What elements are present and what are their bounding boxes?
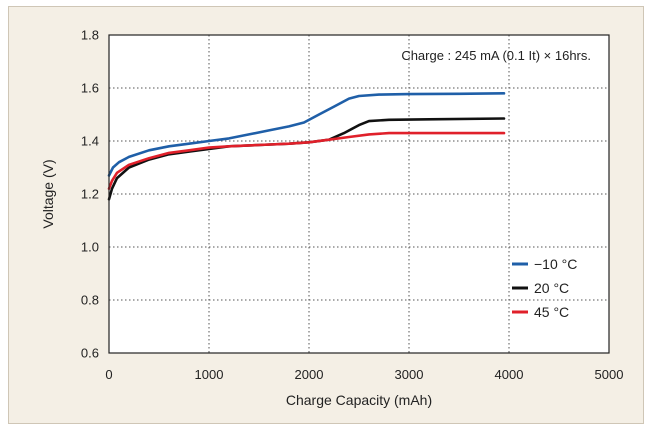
charge-annotation: Charge : 245 mA (0.1 It) × 16hrs. [401,48,591,63]
y-axis-label: Voltage (V) [40,159,56,228]
legend-label: 45 °C [534,304,569,320]
voltage-capacity-chart: 0 1000 2000 3000 4000 5000 0.6 0.8 1.0 1.2 1.4 1.6… [40,28,623,409]
chart-panel: 0 1000 2000 3000 4000 5000 0.6 0.8 1.0 1.2 1.4 1.6… [8,6,644,424]
y-tick-label: 1.0 [81,240,99,255]
x-tick-label: 2000 [295,367,324,382]
x-tick-label: 0 [105,367,112,382]
gridlines [109,35,609,353]
legend: −10 °C 20 °C 45 °C [512,256,577,320]
y-tick-label: 0.8 [81,293,99,308]
series-line [107,92,506,177]
y-tick-label: 1.8 [81,28,99,43]
y-tick-labels: 0.6 0.8 1.0 1.2 1.4 1.6 1.8 [81,28,99,361]
x-tick-label: 1000 [195,367,224,382]
legend-label: −10 °C [534,256,577,272]
y-tick-label: 1.4 [81,134,99,149]
series-line [107,131,506,190]
data-series [107,92,506,201]
y-tick-label: 1.6 [81,81,99,96]
x-tick-labels: 0 1000 2000 3000 4000 5000 [105,367,623,382]
x-axis-label: Charge Capacity (mAh) [286,392,432,408]
y-tick-label: 1.2 [81,187,99,202]
x-tick-label: 3000 [395,367,424,382]
legend-label: 20 °C [534,280,569,296]
y-tick-label: 0.6 [81,346,99,361]
x-tick-label: 5000 [595,367,624,382]
x-tick-label: 4000 [495,367,524,382]
plot-border [108,34,610,354]
